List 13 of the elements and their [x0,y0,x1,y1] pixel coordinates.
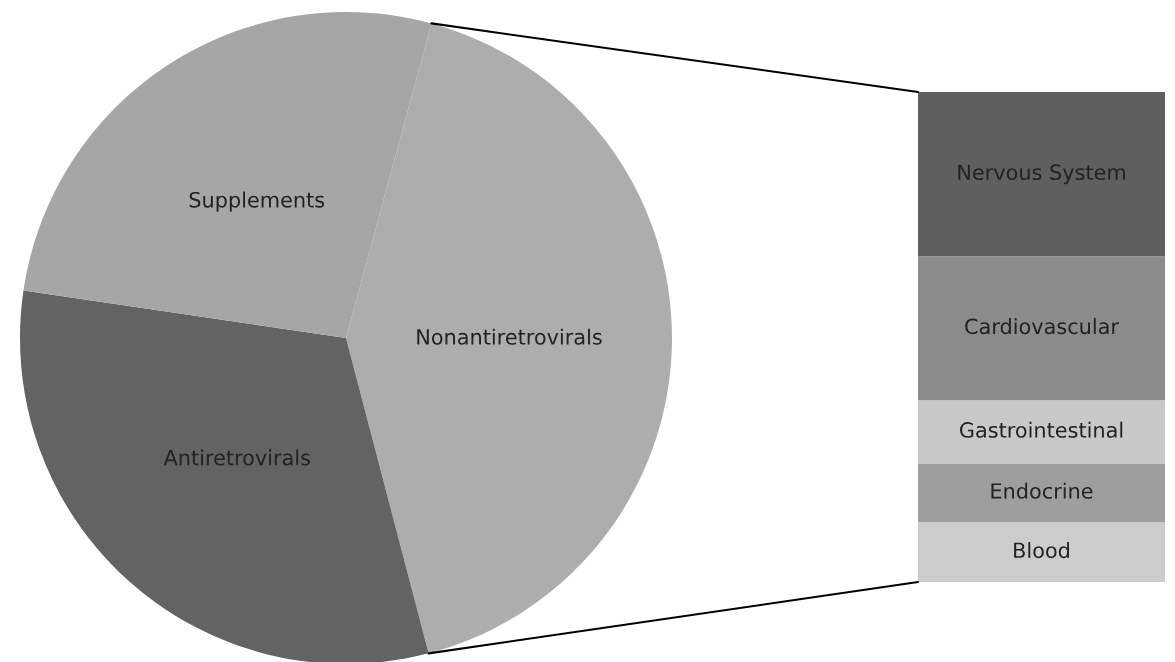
series-label: Endocrine [991,482,1093,499]
series-label: Gastrointestinal [960,421,1123,438]
bar [918,522,1165,582]
bar [918,92,1165,257]
series-label: Cardiovascular [965,318,1119,335]
slice-label: Antiretrovirals [163,449,310,466]
series-label: Blood [1014,542,1069,559]
slice-label: Supplements [189,191,325,212]
series-label: Nervous System [958,164,1125,185]
slice-label: Nonantiretrovirals [417,328,602,345]
bar [918,400,1165,464]
bar [918,463,1165,523]
bar [918,256,1165,401]
